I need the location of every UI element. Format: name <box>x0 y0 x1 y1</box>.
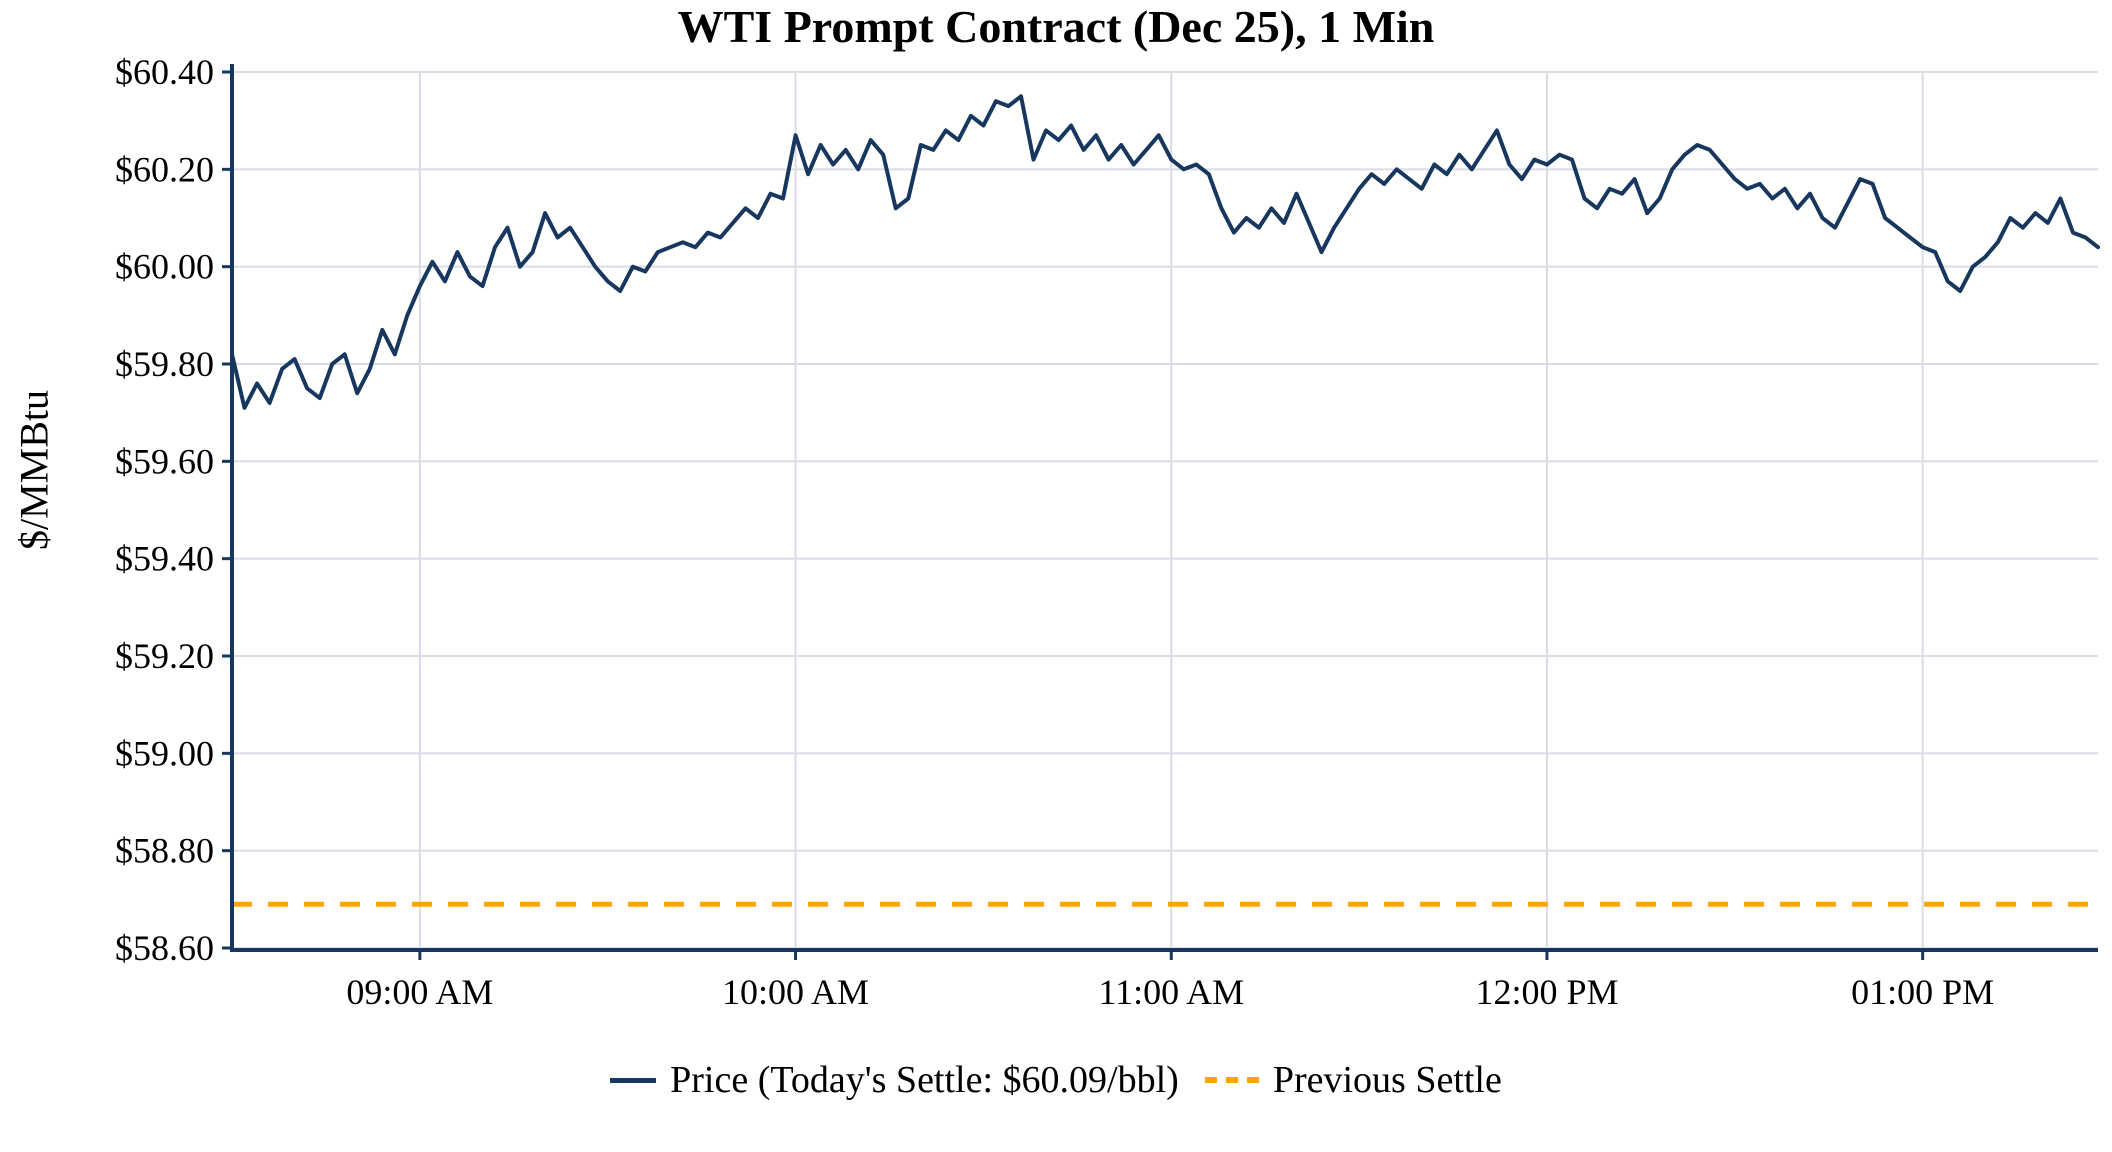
legend-price-label: Price (Today's Settle: $60.09/bbl) <box>670 1059 1179 1101</box>
svg-text:10:00 AM: 10:00 AM <box>722 972 869 1012</box>
svg-text:01:00 PM: 01:00 PM <box>1851 972 1994 1012</box>
svg-text:12:00 PM: 12:00 PM <box>1475 972 1618 1012</box>
legend-prev-settle-label: Previous Settle <box>1272 1059 1502 1101</box>
legend: Price (Today's Settle: $60.09/bbl) Previ… <box>0 1058 2112 1102</box>
svg-text:$60.40: $60.40 <box>115 52 214 92</box>
price-line-chart: $58.60 $58.80 $59.00 $59.20 $59.40 $59.60 $59.… <box>115 52 2100 1012</box>
y-axis-label: $/MMBtu <box>11 389 57 551</box>
svg-text:$60.20: $60.20 <box>115 149 214 189</box>
svg-text:11:00 AM: 11:00 AM <box>1098 972 1244 1012</box>
legend-item-price: Price (Today's Settle: $60.09/bbl) <box>610 1058 1179 1102</box>
svg-text:$58.80: $58.80 <box>115 831 214 871</box>
svg-text:$59.20: $59.20 <box>115 636 214 676</box>
chart-title: WTI Prompt Contract (Dec 25), 1 Min <box>677 1 1435 52</box>
svg-text:$58.60: $58.60 <box>115 928 214 968</box>
svg-text:09:00 AM: 09:00 AM <box>346 972 493 1012</box>
prev-settle-dashed-swatch-icon <box>1204 1077 1259 1083</box>
svg-text:$59.80: $59.80 <box>115 344 214 384</box>
legend-item-prev-settle: Previous Settle <box>1204 1058 1502 1102</box>
price-line-swatch-icon <box>610 1077 657 1083</box>
svg-text:$60.00: $60.00 <box>115 247 214 287</box>
svg-text:$59.60: $59.60 <box>115 441 214 481</box>
svg-text:$59.00: $59.00 <box>115 733 214 773</box>
svg-text:$59.40: $59.40 <box>115 539 214 579</box>
